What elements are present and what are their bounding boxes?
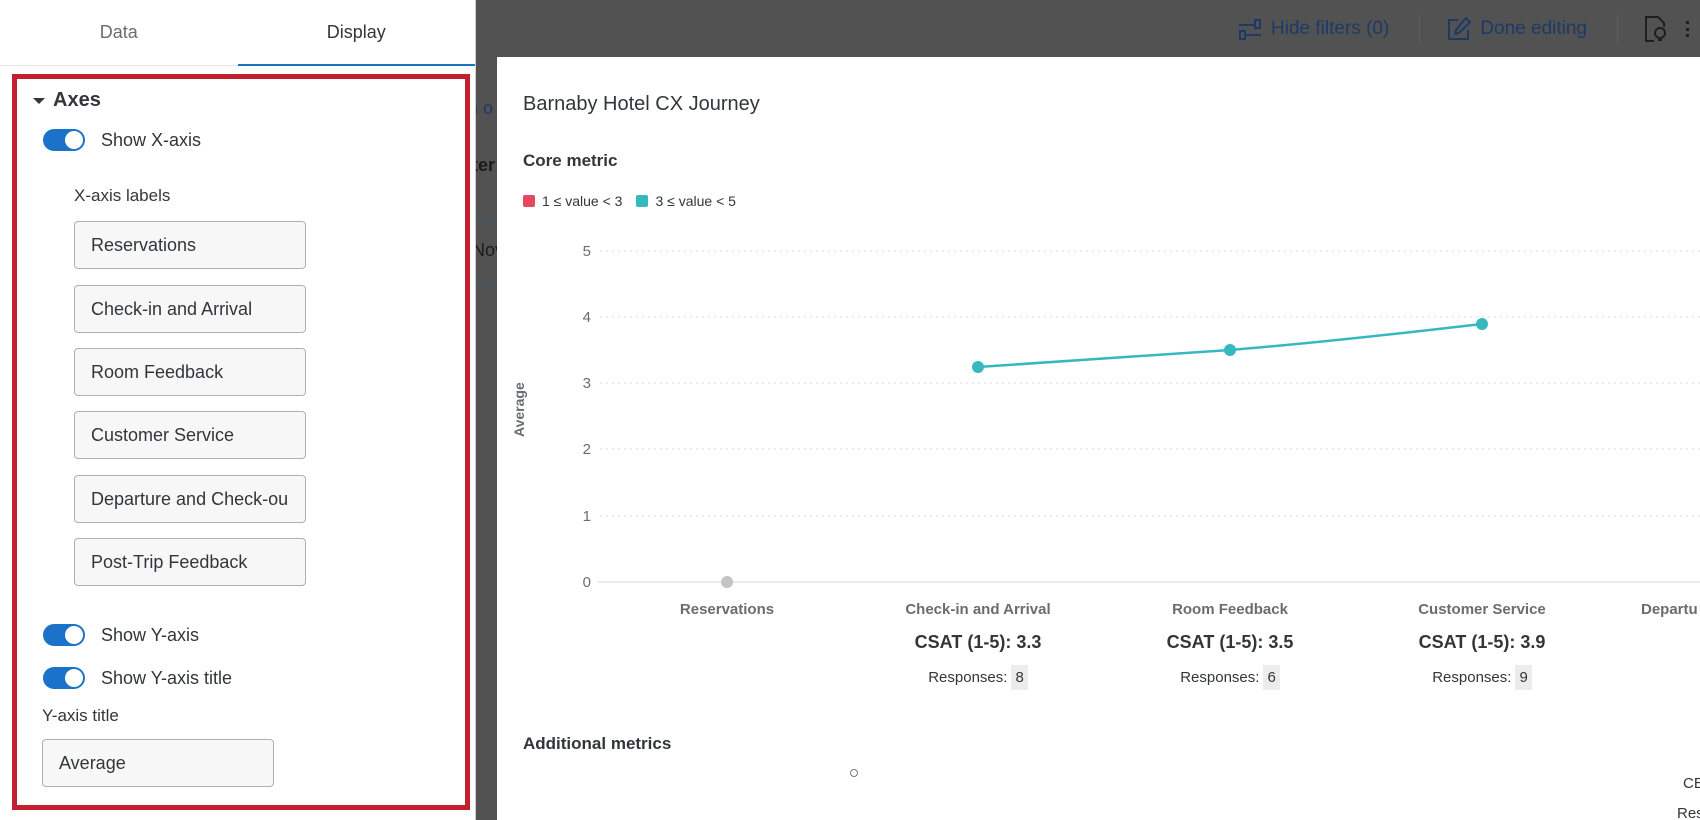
stage-label: Departu [1641, 601, 1698, 618]
section-title: Axes [53, 89, 101, 111]
toggle-label: Show X-axis [101, 129, 202, 150]
toolbar-divider [1419, 13, 1421, 44]
background-divider [476, 282, 497, 283]
stage-responses: Responses: 9 [1362, 665, 1602, 690]
x-axis-label-input[interactable]: Check-in and Arrival [74, 285, 306, 333]
data-point-reservations [721, 576, 733, 588]
hide-filters-button[interactable]: Hide filters (0) [1237, 18, 1389, 40]
core-metric-title: Core metric [523, 151, 618, 170]
legend-swatch-red [523, 195, 535, 207]
panel-tabs: Data Display [0, 0, 475, 66]
clipped-text: CE [1683, 775, 1700, 792]
show-y-axis-row: Show Y-axis [43, 624, 199, 646]
x-axis-label-input[interactable]: Customer Service [74, 411, 306, 459]
edit-pencil-icon [1448, 16, 1472, 40]
stage-label: Customer Service [1418, 601, 1546, 618]
toggle-knob [65, 669, 83, 687]
stage-responses: Responses: 8 [858, 665, 1098, 690]
toolbar-divider [1617, 13, 1618, 44]
y-tick-labels: 5 4 3 2 1 0 [583, 243, 591, 591]
done-editing-label: Done editing [1480, 17, 1587, 39]
y-axis-title-label: Y-axis title [42, 706, 119, 725]
data-point-checkin [972, 361, 984, 373]
stage-metric: CSAT (1-5): 3.3 [914, 632, 1042, 652]
y-axis-title-input[interactable]: Average [42, 739, 274, 787]
legend-item-low[interactable]: 1 ≤ value < 3 [523, 193, 622, 209]
filter-sliders-icon [1239, 18, 1262, 40]
done-editing-button[interactable]: Done editing [1446, 16, 1587, 42]
chart-legend: 1 ≤ value < 3 3 ≤ value < 5 [523, 193, 736, 209]
x-axis-label-input[interactable]: Room Feedback [74, 348, 306, 396]
show-y-axis-toggle[interactable] [43, 624, 85, 646]
show-x-axis-toggle[interactable] [43, 129, 85, 151]
stage-column: Reservations [607, 601, 847, 618]
top-toolbar: Hide filters (0) Done editing [476, 0, 1700, 57]
responses-label: Responses: [928, 669, 1008, 686]
svg-text:5: 5 [583, 243, 591, 260]
stage-label: Check-in and Arrival [905, 601, 1051, 618]
x-axis-label-input[interactable]: Reservations [74, 221, 306, 269]
clipped-text: Res [1677, 805, 1700, 820]
data-point-room [1224, 344, 1236, 356]
background-text: Nov [472, 240, 505, 260]
document-lightbulb-icon [1645, 15, 1666, 42]
gridlines [600, 250, 1700, 517]
loading-spinner-icon [850, 769, 858, 777]
show-y-axis-title-row: Show Y-axis title [43, 667, 232, 689]
journey-widget-card: Barnaby Hotel CX Journey Core metric 1 ≤… [497, 57, 1700, 820]
stage-column: Check-in and Arrival CSAT (1-5): 3.3 Res… [858, 601, 1098, 690]
svg-text:1: 1 [583, 508, 591, 525]
legend-label: 3 ≤ value < 5 [655, 193, 736, 209]
stage-label: Reservations [679, 601, 775, 618]
stage-label: Room Feedback [1172, 601, 1288, 618]
display-settings-panel: Data Display Axes Show X-axis X-axis lab… [0, 0, 476, 820]
responses-count: 8 [1011, 665, 1028, 690]
legend-item-high[interactable]: 3 ≤ value < 5 [636, 193, 736, 209]
toggle-label: Show Y-axis title [101, 667, 233, 688]
responses-label: Responses: [1432, 669, 1512, 686]
additional-metrics-title: Additional metrics [523, 734, 672, 753]
caret-down-icon [33, 97, 45, 104]
line-chart: 5 4 3 2 1 0 [583, 243, 1700, 591]
svg-text:4: 4 [583, 309, 591, 326]
tab-display[interactable]: Display [237, 0, 476, 66]
svg-text:0: 0 [583, 574, 591, 591]
stage-metric: CSAT (1-5): 3.9 [1418, 632, 1546, 652]
legend-swatch-teal [636, 195, 649, 207]
show-x-axis-row: Show X-axis [43, 129, 201, 151]
toggle-knob [65, 131, 83, 149]
responses-count: 9 [1515, 665, 1532, 690]
axes-section-toggle[interactable]: Axes [33, 89, 101, 112]
stage-column: Customer Service CSAT (1-5): 3.9 Respons… [1362, 601, 1602, 690]
toggle-knob [65, 626, 83, 644]
more-icon [1686, 20, 1690, 37]
responses-count: 6 [1263, 665, 1280, 690]
x-axis-labels-title: X-axis labels [74, 186, 171, 205]
x-axis-label-input[interactable]: Departure and Check-ou [74, 475, 306, 523]
background-divider [476, 218, 497, 219]
series-line [977, 322, 1483, 369]
data-point-service [1476, 318, 1488, 330]
stage-column: Room Feedback CSAT (1-5): 3.5 Responses:… [1110, 601, 1350, 690]
svg-text:2: 2 [583, 441, 591, 458]
insights-button[interactable] [1644, 15, 1668, 43]
svg-text:3: 3 [583, 375, 591, 392]
stage-responses: Responses: 6 [1110, 665, 1350, 690]
show-y-axis-title-toggle[interactable] [43, 667, 85, 689]
stage-column: Departu [1614, 601, 1700, 618]
responses-label: Responses: [1180, 669, 1260, 686]
background-text: ter [472, 155, 496, 175]
legend-label: 1 ≤ value < 3 [542, 193, 623, 209]
stage-metric: CSAT (1-5): 3.5 [1166, 632, 1294, 652]
more-button[interactable] [1686, 20, 1690, 37]
widget-title: Barnaby Hotel CX Journey [523, 93, 760, 115]
tab-data[interactable]: Data [99, 22, 138, 42]
hide-filters-label: Hide filters (0) [1271, 17, 1390, 39]
toggle-label: Show Y-axis [101, 624, 200, 645]
y-axis-title: Average [511, 382, 527, 437]
axes-section-highlight: Axes Show X-axis X-axis labels Reservati… [12, 74, 470, 810]
x-axis-label-input[interactable]: Post-Trip Feedback [74, 538, 306, 586]
